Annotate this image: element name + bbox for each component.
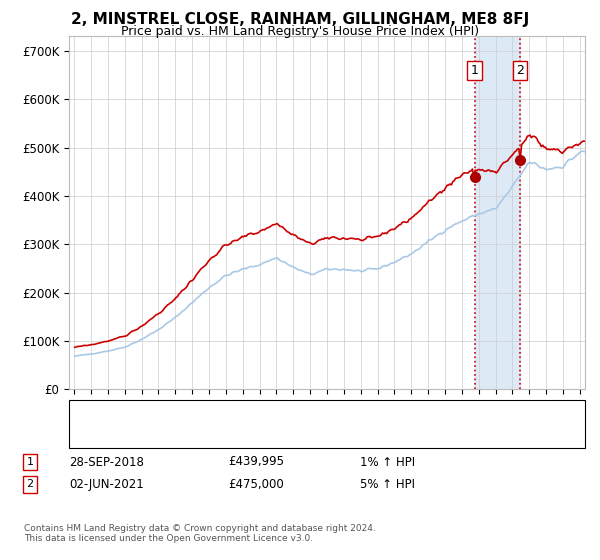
Text: 2: 2 <box>26 479 34 489</box>
Text: HPI: Average price, detached house, Medway: HPI: Average price, detached house, Medw… <box>114 426 350 436</box>
Bar <box>475 36 520 389</box>
Text: £439,995: £439,995 <box>228 455 284 469</box>
Text: Contains HM Land Registry data © Crown copyright and database right 2024.
This d: Contains HM Land Registry data © Crown c… <box>24 524 376 543</box>
Text: 1: 1 <box>26 457 34 467</box>
Text: 02-JUN-2021: 02-JUN-2021 <box>69 478 144 491</box>
Text: Price paid vs. HM Land Registry's House Price Index (HPI): Price paid vs. HM Land Registry's House … <box>121 25 479 38</box>
Text: 2, MINSTREL CLOSE, RAINHAM, GILLINGHAM, ME8 8FJ (detached house): 2, MINSTREL CLOSE, RAINHAM, GILLINGHAM, … <box>114 408 485 418</box>
Text: 2, MINSTREL CLOSE, RAINHAM, GILLINGHAM, ME8 8FJ: 2, MINSTREL CLOSE, RAINHAM, GILLINGHAM, … <box>71 12 529 27</box>
Text: 5% ↑ HPI: 5% ↑ HPI <box>360 478 415 491</box>
Text: 2: 2 <box>515 64 524 77</box>
Text: 1% ↑ HPI: 1% ↑ HPI <box>360 455 415 469</box>
Text: £475,000: £475,000 <box>228 478 284 491</box>
Text: 28-SEP-2018: 28-SEP-2018 <box>69 455 144 469</box>
Text: 1: 1 <box>470 64 478 77</box>
